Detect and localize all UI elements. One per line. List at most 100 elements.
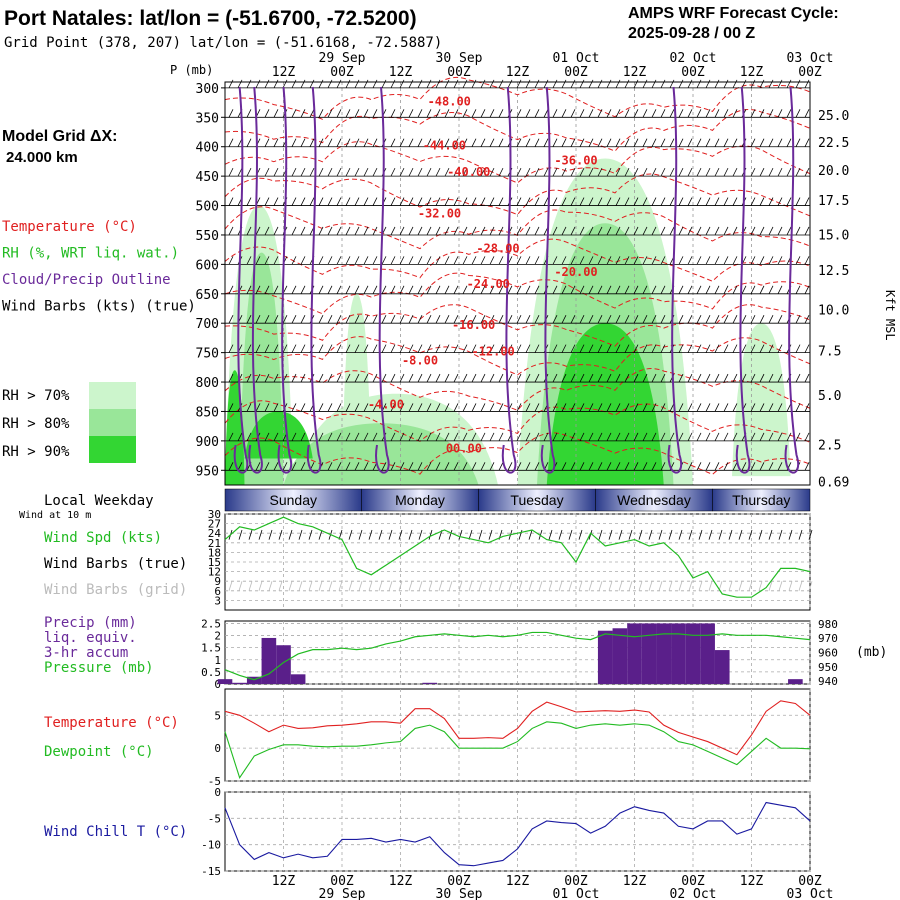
wind-barb	[399, 462, 405, 471]
wind-barb-true	[668, 529, 673, 540]
wind-barb	[615, 197, 621, 206]
wind-barb	[624, 109, 630, 118]
wind-barb	[282, 79, 288, 89]
wind-barb	[597, 197, 603, 206]
wind-barb	[633, 109, 639, 118]
wind-barb	[327, 226, 333, 236]
wind-barb	[615, 256, 621, 265]
pressure-tick-label: 600	[196, 258, 219, 273]
wind-barb	[633, 432, 639, 442]
wind-barb	[291, 315, 297, 324]
wind-barb	[660, 462, 666, 471]
wind-barb	[561, 432, 567, 442]
wind-barb	[498, 79, 504, 89]
panel-y-tick: 0	[214, 786, 221, 799]
wind-barb	[741, 462, 747, 471]
height-tick-label: 22.5	[818, 136, 849, 151]
wind-barb	[570, 226, 576, 236]
wind-barb	[246, 109, 252, 118]
precip-bar	[217, 679, 233, 684]
wind-barb	[669, 197, 675, 206]
cross-section-panel: -48.00 -44.00 -40.00 -32.00 -28.00 -24.00 -20.…	[170, 63, 897, 491]
wind-barb	[246, 226, 252, 236]
wind-barb	[741, 344, 747, 353]
wind-barb	[318, 373, 324, 383]
wind-barb	[570, 373, 576, 383]
wind-barb	[777, 403, 783, 412]
wind-barb	[570, 403, 576, 412]
temp-panel: -5 0 5	[208, 688, 811, 788]
isotherm-11	[224, 432, 811, 475]
isotherm-4	[224, 206, 811, 250]
wind-barb-grid	[328, 581, 333, 591]
wind-barb-grid	[528, 581, 533, 591]
legend-item: Cloud/Precip Outline	[2, 272, 171, 288]
wind-barb	[363, 226, 369, 236]
wind-barb	[318, 344, 324, 353]
wind-barb	[453, 138, 459, 147]
wind-barb	[705, 109, 711, 118]
wind-barb	[705, 285, 711, 294]
wind-barb-grid	[388, 581, 393, 591]
wind-barb-true	[678, 529, 683, 540]
wind-barb	[714, 197, 720, 206]
wind-barb	[633, 315, 639, 324]
wind-barb	[390, 344, 396, 353]
precip-bar	[641, 623, 657, 684]
wind-barb	[471, 109, 477, 118]
wind-barb	[651, 109, 657, 118]
wind-barb	[246, 197, 252, 206]
wind-barb-true	[548, 529, 553, 540]
wind-barb	[237, 79, 243, 89]
wind-barb	[426, 344, 432, 353]
main-legend: Temperature (°C) RH (%, WRT liq. wat.) Clo…	[2, 219, 196, 315]
wind-barb	[264, 138, 270, 147]
wind-barb	[453, 403, 459, 412]
wind-barb	[489, 432, 495, 442]
wind-barb	[714, 432, 720, 442]
wind-barb	[606, 167, 612, 177]
wind-barb	[588, 138, 594, 147]
wind-barb	[408, 285, 414, 294]
wind-barb	[453, 315, 459, 324]
wind-barb	[300, 109, 306, 118]
wind-barb-grid	[648, 581, 653, 591]
isotherm-6	[224, 272, 811, 315]
panel-y-tick: 18	[208, 546, 221, 559]
pressure-tick-label: 300	[196, 82, 219, 97]
wind-barb	[651, 432, 657, 442]
wind-barb	[795, 344, 801, 353]
wind-barb	[534, 285, 540, 294]
wind-barb	[777, 462, 783, 471]
wind-barb	[498, 109, 504, 118]
wind-barb	[795, 373, 801, 383]
wind-barb	[363, 462, 369, 471]
wind-barb	[426, 79, 432, 89]
wind-barb	[453, 167, 459, 177]
wind-barb	[345, 226, 351, 236]
wind-barb-grid	[468, 581, 473, 591]
wind-barb	[318, 256, 324, 265]
wind-barb-grid	[618, 581, 623, 591]
wind-barb	[246, 373, 252, 383]
wind-barb	[255, 344, 261, 353]
wind-barb	[264, 197, 270, 206]
wind-barb	[264, 167, 270, 177]
wind-barb	[525, 226, 531, 236]
wind-barb	[552, 432, 558, 442]
rh-legend-swatch	[89, 382, 136, 409]
wind-barb	[381, 315, 387, 324]
wind-barb	[786, 109, 792, 118]
wind-barb	[804, 373, 810, 383]
wind-barb	[552, 79, 558, 89]
pressure-tick-label: 900	[196, 435, 219, 450]
wind-barb	[597, 167, 603, 177]
wind-barb	[606, 432, 612, 442]
weekday-label-monday: Monday	[395, 492, 445, 508]
wind-barb	[750, 256, 756, 265]
wind-barb	[615, 285, 621, 294]
temp-legend-item: Dewpoint (°C)	[44, 744, 154, 760]
wind-barb	[534, 256, 540, 265]
wind-barb	[417, 167, 423, 177]
